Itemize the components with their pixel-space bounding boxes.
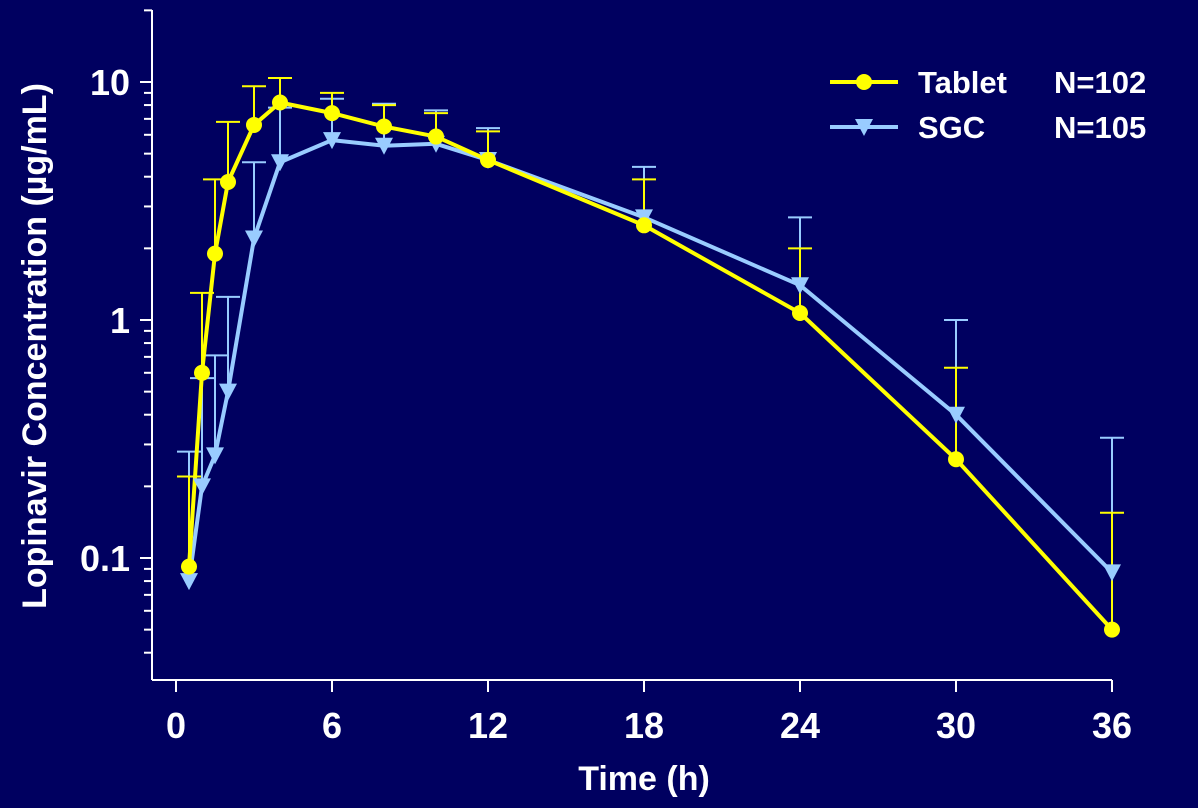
legend-n: N=105 <box>1054 110 1146 145</box>
data-point-tablet <box>376 118 392 135</box>
x-tick-label: 6 <box>322 705 342 746</box>
data-point-tablet <box>792 305 808 322</box>
series-lines <box>187 100 1114 631</box>
data-point-tablet <box>428 128 444 145</box>
series-line-tablet <box>187 100 1114 631</box>
data-point-tablet <box>207 245 223 262</box>
x-tick-label: 24 <box>780 705 820 746</box>
legend-marker-tablet <box>856 74 872 90</box>
data-point-sgc <box>271 154 289 172</box>
data-point-tablet <box>1104 621 1120 638</box>
data-point-tablet <box>246 116 262 133</box>
y-axis-title: Lopinavir Concentration (µg/mL) <box>16 83 54 609</box>
data-point-tablet <box>194 364 210 381</box>
series-markers <box>180 94 1121 638</box>
data-point-sgc <box>947 406 965 424</box>
data-point-sgc <box>791 277 809 295</box>
y-tick-label: 0.1 <box>80 538 130 579</box>
data-point-tablet <box>220 174 236 191</box>
x-tick-label: 30 <box>936 705 976 746</box>
data-point-sgc <box>323 132 341 150</box>
x-tick-label: 18 <box>624 705 664 746</box>
data-point-sgc <box>245 230 263 248</box>
x-tick-label: 36 <box>1092 705 1132 746</box>
legend-n: N=102 <box>1054 65 1146 100</box>
data-point-sgc <box>1103 564 1121 582</box>
data-point-tablet <box>636 217 652 234</box>
data-point-tablet <box>181 558 197 575</box>
data-point-sgc <box>219 383 237 401</box>
series-line-sgc <box>187 138 1114 582</box>
x-tick-label: 12 <box>468 705 508 746</box>
y-tick-label: 10 <box>90 62 130 103</box>
data-point-tablet <box>948 451 964 468</box>
error-bars <box>177 76 1124 630</box>
x-tick-label: 0 <box>166 705 186 746</box>
data-point-sgc <box>375 137 393 155</box>
data-point-sgc <box>193 478 211 496</box>
x-axis-title: Time (h) <box>578 760 710 798</box>
data-point-sgc <box>180 573 198 591</box>
legend: Tablet N=102 SGC N=105 <box>830 65 1146 145</box>
data-point-tablet <box>324 105 340 122</box>
legend-label: SGC <box>918 110 985 145</box>
y-tick-label: 1 <box>110 300 130 341</box>
data-point-sgc <box>206 447 224 465</box>
legend-label: Tablet <box>918 65 1007 100</box>
data-point-tablet <box>480 152 496 169</box>
data-point-tablet <box>272 94 288 111</box>
legend-marker-sgc <box>855 119 873 136</box>
axes: 0 6 12 18 24 30 36 0.1 1 10 <box>80 9 1132 746</box>
